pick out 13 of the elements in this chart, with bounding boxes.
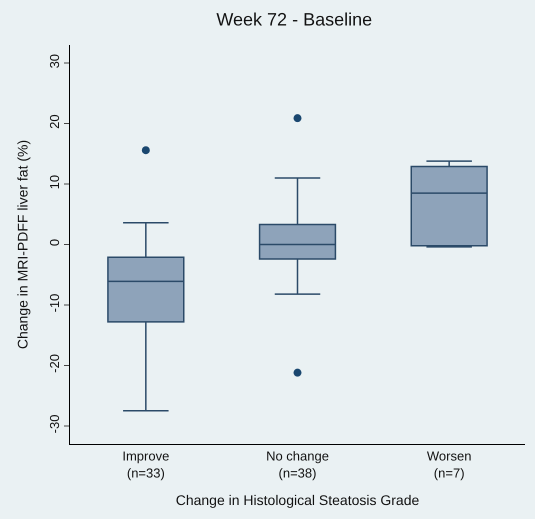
x-tick-label: No change (n=38)	[266, 448, 329, 480]
x-axis-title: Change in Histological Steatosis Grade	[176, 492, 420, 508]
y-axis-title: Change in MRI-PDFF liver fat (%)	[14, 140, 30, 350]
y-tick-label: 30	[46, 54, 62, 68]
y-tick-label: -30	[46, 414, 62, 434]
x-tick-label: Improve (n=33)	[122, 448, 170, 480]
y-tick-label: 0	[46, 238, 62, 246]
y-tick-label: 20	[46, 114, 62, 129]
x-tick-label: Worsen (n=7)	[426, 448, 472, 480]
y-tick-label: -20	[46, 354, 62, 373]
chart-title: Week 72 - Baseline	[216, 10, 372, 30]
y-tick-label: 10	[46, 174, 62, 190]
y-tick-label: -10	[46, 294, 62, 312]
